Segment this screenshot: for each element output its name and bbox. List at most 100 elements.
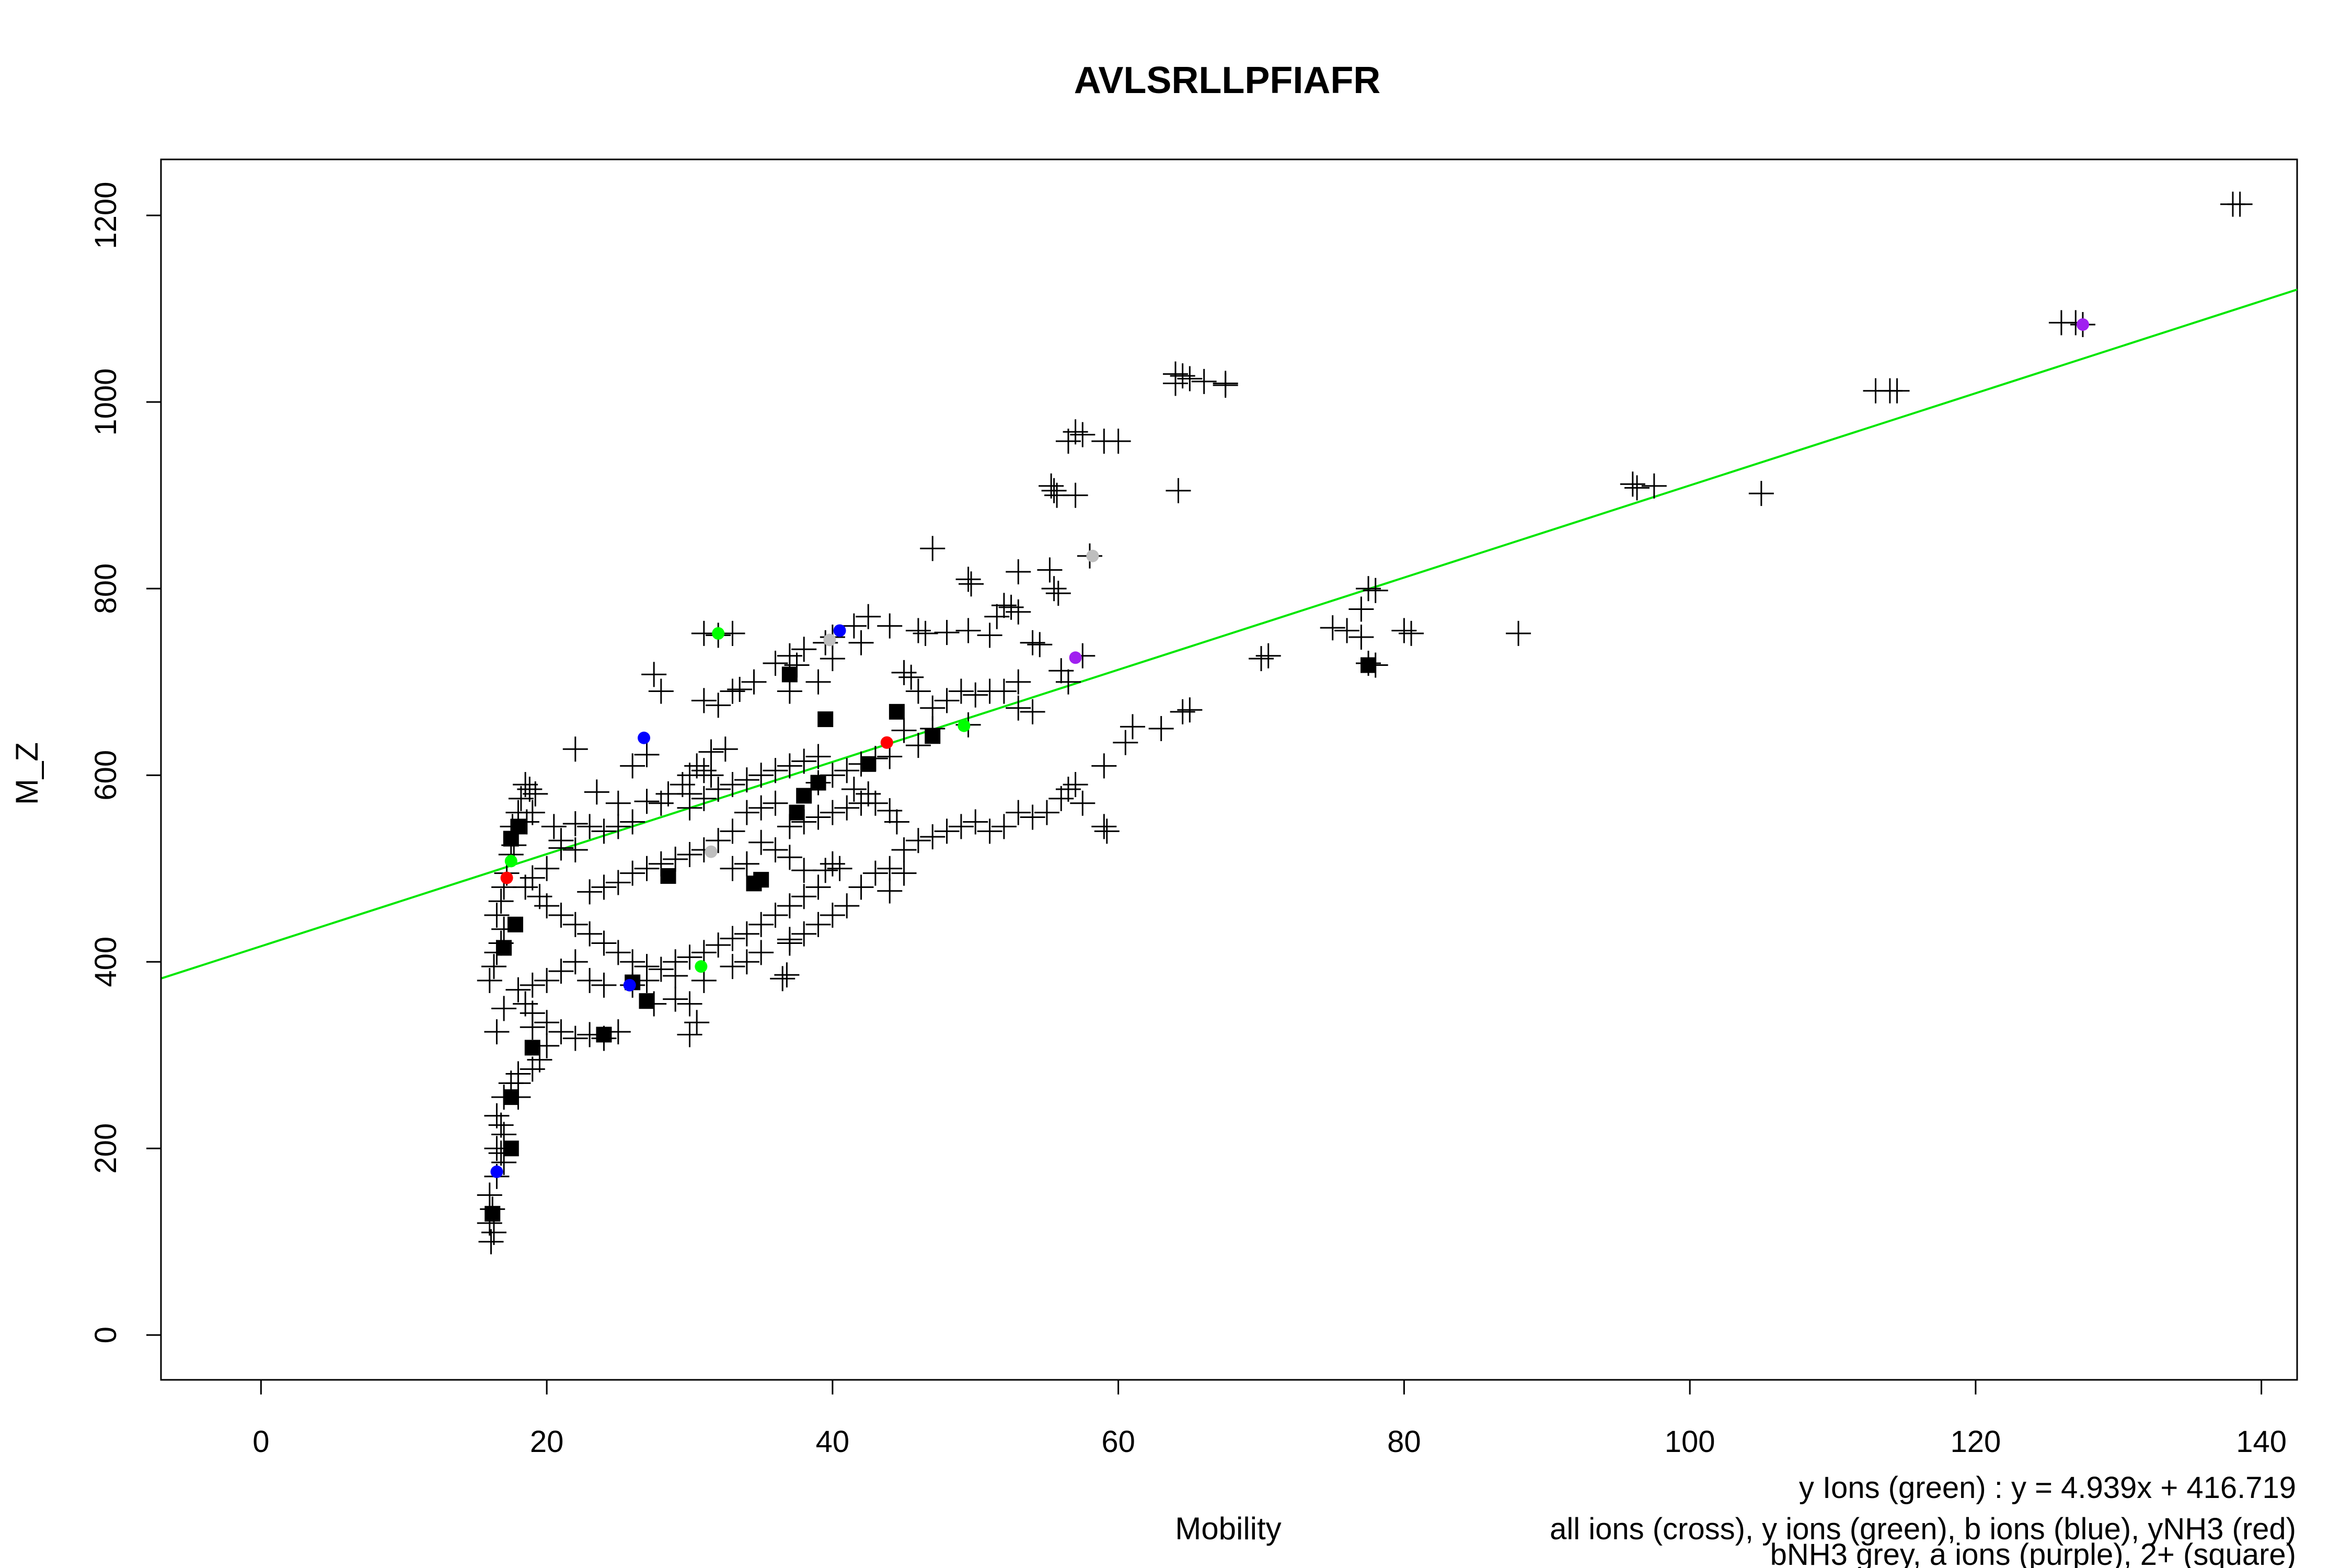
- cross-point: [677, 944, 702, 970]
- square-point: [596, 1027, 612, 1043]
- cross-point: [1070, 790, 1096, 816]
- cross-point: [763, 790, 788, 816]
- cross-point: [591, 874, 617, 900]
- cross-point: [548, 1019, 574, 1045]
- colored-point: [638, 731, 651, 744]
- cross-point: [1070, 422, 1096, 447]
- cross-point: [734, 767, 759, 793]
- cross-point: [1170, 699, 1195, 724]
- cross-point: [763, 650, 788, 676]
- cross-point: [677, 1022, 702, 1047]
- cross-point: [1641, 473, 1667, 499]
- cross-point: [1506, 620, 1531, 646]
- cross-point: [1063, 482, 1088, 508]
- cross-point: [1748, 481, 1774, 506]
- cross-point: [562, 949, 588, 975]
- cross-point: [1170, 363, 1195, 389]
- cross-point: [577, 921, 603, 947]
- cross-point: [634, 856, 660, 881]
- cross-point: [777, 643, 802, 668]
- cross-point: [620, 809, 645, 835]
- square-point: [1361, 657, 1377, 673]
- cross-point: [706, 932, 731, 958]
- square-point: [510, 818, 526, 835]
- cross-point: [548, 835, 574, 861]
- x-tick-label: 140: [2236, 1425, 2287, 1459]
- cross-point: [677, 795, 702, 821]
- cross-point: [720, 954, 745, 979]
- cross-point: [1191, 368, 1217, 394]
- cross-point: [848, 790, 874, 816]
- square-point: [925, 728, 941, 744]
- cross-point: [1006, 599, 1031, 625]
- cross-point: [562, 912, 588, 937]
- y-axis-label: M_Z: [9, 742, 44, 805]
- cross-point: [527, 884, 552, 909]
- cross-point: [820, 800, 845, 825]
- colored-point: [823, 633, 836, 647]
- cross-point: [720, 678, 745, 704]
- colored-point: [623, 978, 636, 991]
- cross-point: [620, 753, 645, 779]
- cross-point: [663, 846, 688, 872]
- cross-point: [1624, 475, 1650, 501]
- square-point: [889, 704, 905, 720]
- legend-line-2: all ions (cross), y ions (green), b ions…: [1550, 1512, 2296, 1546]
- cross-point: [605, 940, 631, 965]
- cross-point: [488, 889, 514, 914]
- cross-point: [720, 772, 745, 798]
- cross-point: [734, 921, 759, 947]
- cross-point: [648, 956, 674, 982]
- cross-point: [805, 912, 831, 937]
- cross-point: [1249, 646, 1274, 672]
- y-axis: 0 200 400 600 800 1000 1200: [89, 182, 162, 1343]
- colored-point: [880, 736, 893, 749]
- cross-point: [748, 940, 774, 965]
- cross-point: [1055, 669, 1081, 695]
- cross-point: [763, 837, 788, 863]
- cross-point: [734, 851, 759, 877]
- cross-point: [791, 921, 817, 947]
- y-tick-label: 1200: [89, 182, 123, 249]
- square-point: [746, 875, 762, 892]
- cross-point: [877, 613, 903, 639]
- square-point: [496, 940, 512, 956]
- cross-point: [1166, 478, 1191, 503]
- x-axis: 0 20 40 60 80 100 120 140: [252, 1379, 2287, 1459]
- cross-point: [691, 688, 717, 713]
- cross-point: [1094, 818, 1120, 844]
- cross-point: [934, 818, 960, 844]
- cross-point: [706, 776, 731, 802]
- cross-point: [977, 622, 1002, 648]
- cross-point: [655, 781, 681, 806]
- fit-line: [161, 289, 2297, 980]
- points-group: [477, 191, 2253, 1254]
- cross-point: [1363, 578, 1388, 603]
- cross-point: [856, 781, 881, 806]
- cross-point: [634, 789, 660, 814]
- cross-point: [963, 682, 988, 708]
- cross-point: [905, 733, 931, 758]
- cross-point: [1113, 730, 1138, 755]
- cross-point: [1356, 576, 1381, 602]
- cross-point: [1020, 699, 1045, 724]
- cross-point: [1006, 695, 1031, 721]
- cross-point: [727, 676, 753, 702]
- cross-point: [827, 856, 852, 881]
- cross-point: [1039, 473, 1064, 499]
- cross-point: [777, 753, 802, 779]
- cross-point: [820, 646, 845, 672]
- cross-point: [620, 860, 645, 886]
- cross-point: [777, 930, 802, 956]
- cross-point: [591, 930, 617, 956]
- cross-point: [777, 845, 802, 870]
- fit-line-group: [161, 289, 2297, 980]
- cross-point: [763, 902, 788, 928]
- cross-point: [663, 986, 688, 1012]
- cross-point: [963, 809, 988, 835]
- square-point: [507, 916, 523, 932]
- cross-point: [548, 959, 574, 984]
- cross-point: [605, 814, 631, 839]
- cross-point: [1255, 643, 1281, 668]
- cross-point: [1348, 625, 1374, 650]
